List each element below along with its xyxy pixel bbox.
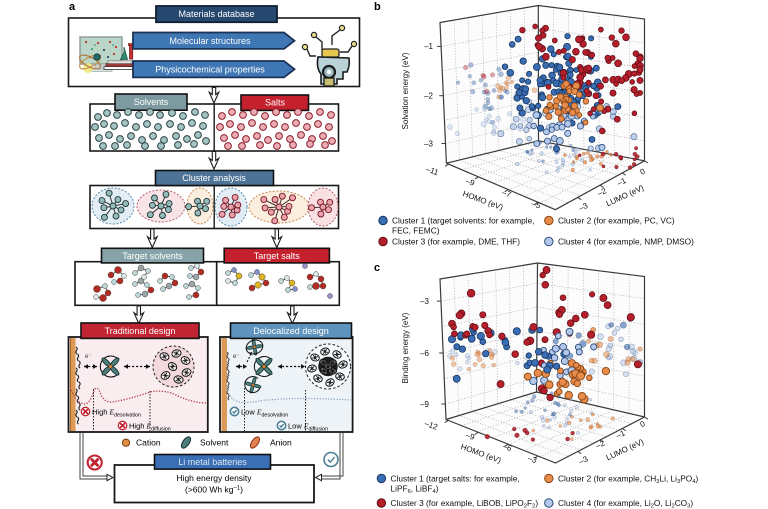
svg-text:Cluster 4 (for example, Li2O,: Cluster 4 (for example, Li2O, Li2CO3) bbox=[558, 498, 693, 509]
svg-text:–2: –2 bbox=[596, 186, 608, 198]
svg-text:–2: –2 bbox=[424, 92, 433, 101]
svg-text:–11: –11 bbox=[425, 164, 441, 177]
svg-text:Cation: Cation bbox=[136, 438, 161, 448]
svg-text:Materials database: Materials database bbox=[178, 9, 254, 19]
svg-text:–3: –3 bbox=[424, 139, 433, 148]
svg-text:Low Edesolvation: Low Edesolvation bbox=[241, 408, 288, 419]
svg-text:Anion: Anion bbox=[270, 438, 292, 448]
svg-text:–2: –2 bbox=[594, 438, 606, 450]
svg-text:Molecular structures: Molecular structures bbox=[169, 36, 251, 46]
svg-text:–9: –9 bbox=[464, 176, 476, 188]
svg-text:HOMO (eV): HOMO (eV) bbox=[461, 189, 504, 212]
svg-text:–12: –12 bbox=[423, 419, 439, 432]
svg-text:Cluster 3 (for example, DME, T: Cluster 3 (for example, DME, THF) bbox=[392, 237, 520, 247]
svg-text:FEC, FEMC): FEC, FEMC) bbox=[392, 226, 440, 236]
svg-text:a: a bbox=[69, 1, 76, 13]
svg-text:–6: –6 bbox=[420, 349, 429, 358]
svg-text:Low Ediffusion: Low Ediffusion bbox=[288, 422, 328, 433]
svg-text:Cluster 1 (target solvents: fo: Cluster 1 (target solvents: for example, bbox=[392, 216, 535, 226]
svg-text:–3: –3 bbox=[577, 454, 589, 466]
svg-text:Solvents: Solvents bbox=[134, 97, 169, 107]
svg-text:LUMO (eV): LUMO (eV) bbox=[605, 437, 646, 462]
svg-text:Binding energy (eV): Binding energy (eV) bbox=[401, 312, 410, 383]
svg-text:–9: –9 bbox=[420, 400, 429, 409]
svg-text:High energy density: High energy density bbox=[176, 473, 252, 483]
svg-text:Cluster 3 (for example, LiBOB,: Cluster 3 (for example, LiBOB, LiPO2F2) bbox=[391, 498, 539, 509]
svg-text:–1: –1 bbox=[615, 428, 627, 440]
svg-text:Cluster 4 (for example, NMP, D: Cluster 4 (for example, NMP, DMSO) bbox=[558, 237, 694, 247]
svg-text:–1: –1 bbox=[424, 42, 433, 51]
svg-text:Salts: Salts bbox=[265, 98, 286, 108]
svg-text:b: b bbox=[374, 1, 381, 13]
svg-text:0: 0 bbox=[639, 167, 647, 177]
svg-text:Cluster analysis: Cluster analysis bbox=[182, 173, 246, 183]
svg-text:Cluster 2 (for example, CH3Li,: Cluster 2 (for example, CH3Li, Li3PO4) bbox=[558, 473, 698, 485]
svg-text:Traditional design: Traditional design bbox=[105, 326, 176, 336]
svg-text:Target solvents: Target solvents bbox=[122, 251, 183, 261]
svg-text:LiPF6, LiBF4): LiPF6, LiBF4) bbox=[391, 483, 439, 495]
svg-text:Target salts: Target salts bbox=[254, 251, 301, 261]
svg-text:–3: –3 bbox=[527, 454, 539, 466]
svg-text:Cluster 1 (target salts: for e: Cluster 1 (target salts: for example, bbox=[391, 473, 520, 483]
svg-text:e⁻: e⁻ bbox=[85, 354, 92, 360]
svg-text:Solvation energy (eV): Solvation energy (eV) bbox=[401, 52, 410, 129]
svg-text:–3: –3 bbox=[420, 297, 429, 306]
svg-text:Cluster 2 (for example, PC, VC: Cluster 2 (for example, PC, VC) bbox=[558, 216, 675, 226]
svg-text:Physicochemical properties: Physicochemical properties bbox=[155, 64, 265, 74]
svg-text:Delocalized design: Delocalized design bbox=[253, 326, 329, 336]
svg-text:–3: –3 bbox=[577, 201, 589, 213]
svg-text:c: c bbox=[374, 262, 380, 274]
svg-text:High Ediffusion: High Ediffusion bbox=[129, 422, 171, 433]
svg-text:HOMO (eV): HOMO (eV) bbox=[459, 442, 502, 465]
svg-text:Li metal batteries: Li metal batteries bbox=[178, 457, 247, 467]
svg-text:–7: –7 bbox=[501, 188, 513, 200]
svg-text:Solvent: Solvent bbox=[200, 438, 229, 448]
svg-text:–6: –6 bbox=[502, 442, 514, 454]
svg-text:LUMO (eV): LUMO (eV) bbox=[605, 183, 646, 208]
svg-text:0: 0 bbox=[639, 419, 647, 429]
svg-text:–1: –1 bbox=[616, 176, 628, 188]
svg-text:(>600 Wh kg–1): (>600 Wh kg–1) bbox=[185, 485, 243, 495]
svg-text:–5: –5 bbox=[530, 199, 542, 211]
svg-text:e⁻: e⁻ bbox=[233, 354, 240, 360]
svg-text:High Edesolvation: High Edesolvation bbox=[92, 408, 141, 419]
svg-text:–9: –9 bbox=[464, 430, 476, 442]
